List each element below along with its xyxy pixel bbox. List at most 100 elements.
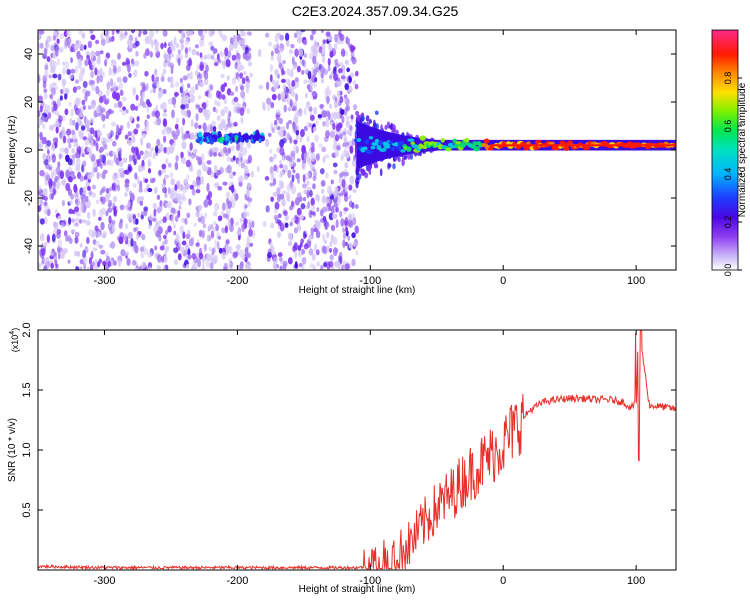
spectrum-cell xyxy=(330,193,335,201)
spectrum-cell xyxy=(340,264,345,270)
spectrum-cell xyxy=(285,78,290,84)
spectrum-cell xyxy=(139,200,144,206)
spectrum-cell xyxy=(235,52,241,61)
spectrum-cell xyxy=(312,55,317,65)
spectrum-cell xyxy=(138,188,143,193)
spectrum-cell xyxy=(344,171,349,177)
spectrum-cell xyxy=(209,84,214,91)
spectrum-cell xyxy=(195,242,200,247)
spectrum-cell xyxy=(64,37,69,47)
spectrum-y-tick-label: 20 xyxy=(23,96,35,108)
spectrum-cell xyxy=(52,187,57,196)
spectrum-cell xyxy=(305,152,310,161)
spectrum-cell xyxy=(217,185,223,191)
spectrum-cell xyxy=(128,40,133,49)
spectrum-cell xyxy=(326,245,330,253)
spectrum-cell xyxy=(360,112,365,117)
spectrum-cell xyxy=(189,30,194,36)
spectrum-cell xyxy=(79,130,84,139)
spectrum-cell xyxy=(348,242,353,249)
spectrum-cell xyxy=(308,79,313,84)
spectrum-heatmap xyxy=(38,30,676,270)
spectrum-cell xyxy=(82,249,87,259)
spectrum-cell xyxy=(116,184,121,192)
spectrum-cell xyxy=(336,145,341,151)
spectrum-cell xyxy=(387,162,391,170)
spectrum-cell xyxy=(269,74,273,83)
spectrum-cell xyxy=(151,177,156,183)
spectrum-cell xyxy=(192,148,198,155)
spectrum-cell xyxy=(211,247,215,256)
spectrum-cell xyxy=(112,173,118,182)
spectrum-cell xyxy=(102,123,106,129)
spectrum-cell xyxy=(348,194,352,200)
spectrum-cell xyxy=(247,219,252,228)
spectrum-cell xyxy=(45,174,51,182)
spectrum-cell xyxy=(322,56,326,64)
spectrum-cell xyxy=(203,30,208,35)
spectrum-cell xyxy=(39,30,45,35)
spectrum-cell xyxy=(199,81,204,88)
spectrum-cell xyxy=(196,179,201,186)
spectrum-cell xyxy=(164,192,168,199)
spectrum-cell xyxy=(285,40,290,47)
spectrum-cell xyxy=(74,151,79,159)
spectrum-cell xyxy=(94,225,99,232)
spectrum-cell xyxy=(74,222,79,227)
spectrum-cell xyxy=(152,202,157,209)
spectrum-cell xyxy=(327,57,331,66)
spectrum-cell xyxy=(70,218,76,223)
spectrum-cell xyxy=(116,76,122,83)
spectrum-cell xyxy=(60,221,65,229)
spectrum-cell xyxy=(191,252,197,260)
spectrum-cell xyxy=(333,169,338,175)
spectrum-cell xyxy=(51,233,56,242)
spectrum-cell xyxy=(45,64,48,70)
spectrum-cell xyxy=(100,32,104,40)
spectrum-cell xyxy=(194,70,199,76)
spectrum-cell xyxy=(333,73,339,82)
spectrum-cell xyxy=(104,152,110,157)
spectrum-cell xyxy=(235,221,239,227)
spectrum-cell xyxy=(419,135,427,141)
spectrum-cell xyxy=(59,170,65,180)
spectrum-cell xyxy=(282,59,286,65)
spectrum-cell xyxy=(238,39,242,46)
spectrum-cell xyxy=(41,256,45,265)
spectrum-cell xyxy=(106,159,112,166)
spectrum-cell xyxy=(127,63,131,73)
spectrum-cell xyxy=(213,62,219,67)
spectrum-cell xyxy=(173,230,177,236)
spectrum-cell xyxy=(302,173,306,183)
spectrum-cell xyxy=(178,183,183,193)
spectrum-cell xyxy=(38,34,42,39)
spectrum-cell xyxy=(237,158,242,167)
spectrum-cell xyxy=(39,131,43,141)
spectrum-cell xyxy=(82,80,88,89)
spectrum-cell xyxy=(63,230,68,237)
spectrum-cell xyxy=(124,30,128,36)
spectrum-cell xyxy=(221,94,226,100)
spectrum-cell xyxy=(156,138,161,147)
spectrum-cell xyxy=(345,226,349,233)
spectrum-cell xyxy=(167,201,173,209)
spectrum-cell xyxy=(198,124,202,129)
spectrum-cell xyxy=(65,154,70,163)
spectrum-cell xyxy=(127,139,133,147)
spectrum-cell xyxy=(75,157,81,167)
spectrum-cell xyxy=(38,205,42,212)
snr-y-axis: 0.5 1.0 1.5 2.0 xyxy=(21,322,676,518)
spectrum-cell xyxy=(339,210,343,218)
spectrum-cell xyxy=(221,202,226,211)
spectrum-cell xyxy=(141,132,147,139)
spectrum-cell xyxy=(57,215,62,220)
spectrum-cell xyxy=(141,261,147,269)
spectrum-cell xyxy=(38,42,41,51)
spectrum-cell xyxy=(290,150,296,157)
spectrum-cell xyxy=(57,252,61,260)
spectrum-cell xyxy=(279,139,285,148)
spectrum-cell xyxy=(68,74,74,79)
spectrum-cell xyxy=(96,75,100,84)
spectrum-cell xyxy=(307,201,310,209)
spectrum-cell xyxy=(38,95,43,103)
